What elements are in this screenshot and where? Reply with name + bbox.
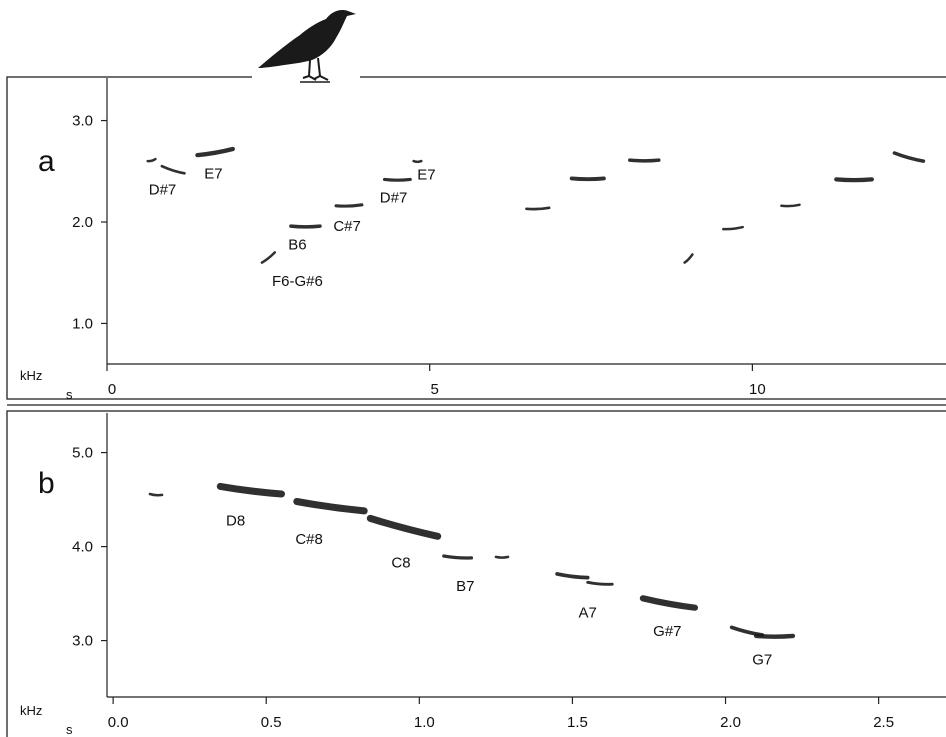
panel-b-letter: b: [38, 467, 55, 500]
panel-b-x-tick-label: 1.0: [414, 714, 435, 731]
panel-b-note-label: C8: [391, 555, 410, 572]
panel-a-note-mark: [834, 177, 874, 183]
panel-a-note-mark: [160, 164, 186, 175]
panel-a-y-unit: kHz: [20, 368, 42, 383]
panel-b-note-label: C#8: [295, 531, 323, 548]
panel-a-note-label: D#7: [149, 182, 177, 199]
panel-b-note-mark: [293, 498, 368, 515]
panel-b-y-tick-label: 3.0: [72, 633, 93, 650]
panel-a-y-tick-label: 2.0: [72, 214, 93, 231]
panel-b-x-tick-label: 0.0: [108, 714, 129, 731]
panel-a-note-label: F6-G#6: [272, 273, 323, 290]
panel-b-frame: [6, 410, 946, 737]
panel-a-plot: 1.0 2.0 3.0 0 5 10 D#7 E7 B6 F6-G#6 C#7 D#7 E7: [72, 78, 946, 398]
panel-b-note-mark: [366, 514, 442, 540]
panel-a-note-label: C#7: [333, 218, 361, 235]
panel-a-note-mark: [260, 251, 277, 264]
panel-b-note-mark: [148, 492, 164, 497]
panel-a-note-label: E7: [417, 166, 435, 183]
panel-b-plot: 3.0 4.0 5.0 0.0 0.5 1.0 1.5 2.0 2.5 D8 C#8 C8 B7 A7 G#…: [72, 413, 946, 731]
blackbird-silhouette-icon: [252, 9, 360, 88]
panel-b-x-tick-label: 2.5: [873, 714, 894, 731]
panel-b-note-mark: [555, 572, 590, 580]
panel-b-y-tick-label: 5.0: [72, 445, 93, 462]
panel-a-note-mark: [722, 225, 744, 231]
panel-a-note-mark: [195, 146, 235, 158]
panel-a-note-mark: [412, 159, 423, 164]
panel-b-x-tick-label: 0.5: [261, 714, 282, 731]
panel-b-y-tick-label: 4.0: [72, 539, 93, 556]
panel-a-note-mark: [334, 203, 364, 208]
panel-a-note-mark: [892, 151, 926, 163]
panel-a-note-label: E7: [204, 165, 222, 182]
panel-b-note-label: D8: [226, 512, 245, 529]
panel-a-note-mark: [146, 157, 157, 163]
panel-a-letter: a: [38, 145, 55, 178]
panel-b-note-mark: [754, 633, 796, 639]
panel-b-note-mark: [494, 555, 510, 559]
panel-b-x-tick-label: 1.5: [567, 714, 588, 731]
panel-b-y-unit: kHz: [20, 703, 42, 718]
panel-b-note-label: B7: [456, 578, 474, 595]
panel-a-note-mark: [382, 177, 412, 182]
panel-a-frame: [6, 76, 946, 400]
panel-a-x-tick-label: 5: [431, 381, 439, 398]
panel-a-x-tick-label: 0: [108, 381, 116, 398]
panel-a-note-mark: [525, 206, 551, 211]
panel-b-note-mark: [216, 482, 285, 498]
panel-a-x-tick-label: 10: [749, 381, 766, 398]
panel-b-note-mark: [639, 595, 698, 611]
panel-b-x-tick-label: 2.0: [720, 714, 741, 731]
panel-b-x-unit: s: [66, 722, 73, 737]
panel-b-note-mark: [442, 554, 474, 560]
panel-a-note-mark: [628, 158, 661, 163]
panel-a-note-mark: [289, 224, 322, 229]
panel-a-note-label: D#7: [380, 190, 408, 207]
panel-a-x-unit: s: [66, 387, 73, 402]
panel-b-note-mark: [586, 580, 614, 586]
panel-b-note-label: G#7: [653, 623, 681, 640]
panel-a-note-mark: [683, 253, 694, 264]
panel-b: b kHz s 3.0 4.0 5.0 0.0 0.5 1.0 1.5 2.0 2.5 D8 C#8…: [20, 413, 946, 737]
panel-a: a kHz s 1.0 2.0 3.0 0 5 10 D#7 E7 B6 F6-G#6 C#7 D#7…: [20, 78, 946, 402]
panel-a-note-mark: [569, 176, 606, 182]
panel-a-y-tick-label: 3.0: [72, 113, 93, 130]
panel-a-note-mark: [780, 203, 801, 208]
panel-a-y-tick-label: 1.0: [72, 315, 93, 332]
panel-a-note-label: B6: [288, 236, 306, 253]
panel-b-note-label: A7: [579, 604, 597, 621]
panel-b-note-label: G7: [752, 651, 772, 668]
